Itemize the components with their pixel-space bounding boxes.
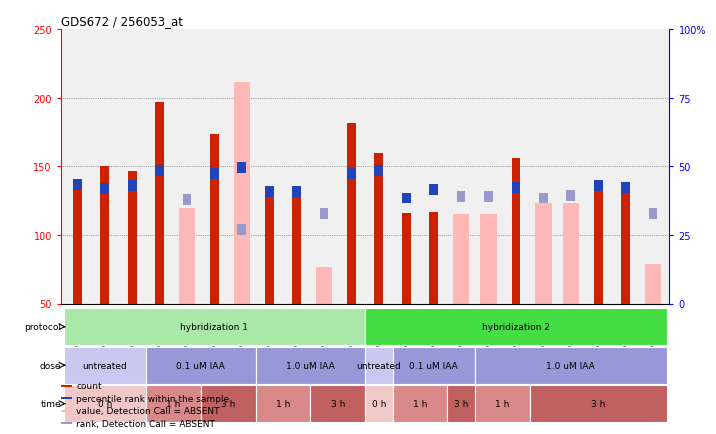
Text: protocol: protocol: [24, 322, 62, 332]
Text: 3 h: 3 h: [221, 399, 236, 408]
Bar: [61, 422, 72, 424]
Bar: [292, 186, 301, 197]
Bar: [127, 181, 137, 192]
Text: rank, Detection Call = ABSENT: rank, Detection Call = ABSENT: [76, 419, 215, 428]
Bar: [457, 192, 465, 203]
Text: 1 h: 1 h: [276, 399, 290, 408]
Bar: [155, 166, 164, 177]
Bar: [319, 208, 329, 219]
Bar: [238, 224, 246, 235]
Bar: [316, 267, 332, 304]
Text: 3 h: 3 h: [331, 399, 345, 408]
Bar: [535, 204, 551, 304]
Bar: [100, 167, 109, 304]
Bar: [594, 181, 603, 192]
Bar: [365, 385, 392, 422]
Bar: [265, 194, 274, 304]
Bar: [511, 159, 521, 304]
Bar: [475, 347, 667, 384]
Bar: [511, 182, 521, 193]
Bar: [563, 204, 579, 304]
Text: 1.0 uM IAA: 1.0 uM IAA: [546, 361, 595, 370]
Bar: [430, 212, 438, 304]
Bar: [146, 385, 200, 422]
Bar: [179, 208, 195, 304]
Bar: [210, 168, 219, 179]
Text: percentile rank within the sample: percentile rank within the sample: [76, 394, 229, 403]
Bar: [64, 309, 365, 345]
Bar: [265, 186, 274, 197]
Bar: [645, 264, 662, 304]
Bar: [73, 179, 82, 191]
Bar: [539, 193, 548, 204]
Bar: [210, 134, 219, 304]
Bar: [365, 309, 667, 345]
Bar: [310, 385, 365, 422]
Bar: [200, 385, 256, 422]
Bar: [484, 192, 493, 203]
Text: dose: dose: [40, 361, 62, 370]
Bar: [392, 347, 475, 384]
Bar: [61, 398, 72, 399]
Bar: [256, 385, 310, 422]
Text: 1 h: 1 h: [495, 399, 509, 408]
Bar: [365, 347, 392, 384]
Bar: [347, 123, 356, 304]
Bar: [61, 385, 72, 387]
Text: 0.1 uM IAA: 0.1 uM IAA: [410, 361, 458, 370]
Bar: [347, 168, 356, 179]
Bar: [374, 153, 383, 304]
Text: untreated: untreated: [82, 361, 127, 370]
Bar: [155, 103, 164, 304]
Text: 1.0 uM IAA: 1.0 uM IAA: [286, 361, 334, 370]
Text: untreated: untreated: [357, 361, 401, 370]
Bar: [146, 347, 256, 384]
Bar: [430, 185, 438, 196]
Bar: [183, 194, 191, 205]
Bar: [256, 347, 365, 384]
Text: 1 h: 1 h: [166, 399, 180, 408]
Text: 0 h: 0 h: [97, 399, 112, 408]
Bar: [475, 385, 530, 422]
Text: hybridization 1: hybridization 1: [180, 322, 248, 332]
Bar: [621, 192, 630, 304]
Text: 1 h: 1 h: [413, 399, 427, 408]
Bar: [64, 347, 146, 384]
Bar: [64, 385, 146, 422]
Bar: [392, 385, 448, 422]
Bar: [61, 410, 72, 412]
Bar: [566, 191, 575, 201]
Bar: [530, 385, 667, 422]
Bar: [374, 166, 383, 177]
Text: time: time: [41, 399, 62, 408]
Bar: [402, 193, 411, 204]
Text: GDS672 / 256053_at: GDS672 / 256053_at: [61, 15, 183, 28]
Bar: [233, 82, 250, 304]
Text: count: count: [76, 381, 102, 391]
Text: 3 h: 3 h: [454, 399, 468, 408]
Text: hybridization 2: hybridization 2: [482, 322, 550, 332]
Text: 0.1 uM IAA: 0.1 uM IAA: [176, 361, 225, 370]
Text: 3 h: 3 h: [591, 399, 605, 408]
Bar: [594, 191, 603, 304]
Bar: [453, 215, 469, 304]
Bar: [127, 171, 137, 304]
Bar: [292, 194, 301, 304]
Text: 0 h: 0 h: [372, 399, 386, 408]
Bar: [480, 215, 497, 304]
Bar: [402, 214, 411, 304]
Bar: [621, 182, 630, 193]
Bar: [238, 163, 246, 174]
Bar: [448, 385, 475, 422]
Bar: [100, 184, 109, 194]
Bar: [649, 208, 657, 219]
Text: value, Detection Call = ABSENT: value, Detection Call = ABSENT: [76, 406, 220, 415]
Bar: [73, 181, 82, 304]
